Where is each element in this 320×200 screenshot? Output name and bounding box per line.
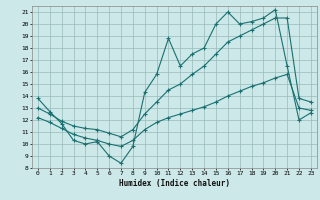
X-axis label: Humidex (Indice chaleur): Humidex (Indice chaleur) bbox=[119, 179, 230, 188]
